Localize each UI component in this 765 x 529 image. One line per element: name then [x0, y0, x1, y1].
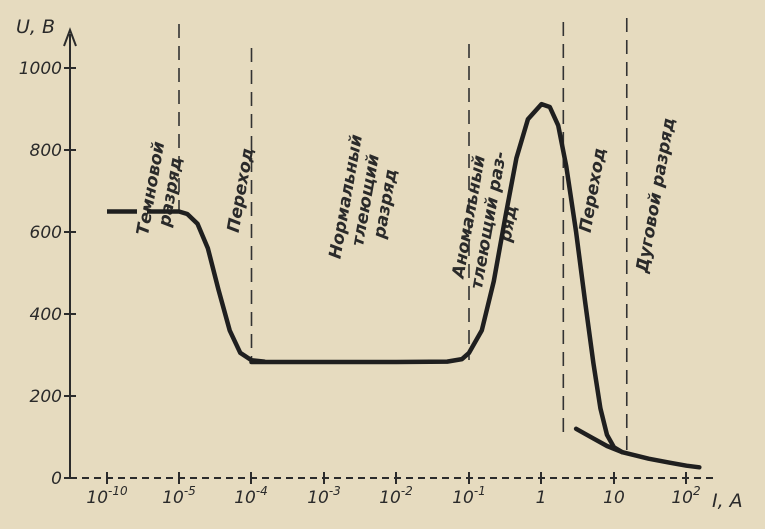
x-tick-label: 102	[671, 484, 700, 508]
curve-segment	[162, 101, 625, 455]
region-label: Дуговой разряд	[632, 116, 679, 275]
x-tick-label: 10-4	[234, 484, 268, 508]
region-boundaries	[178, 18, 628, 456]
y-axis-title: U, В	[16, 16, 55, 38]
region-label-line: Переход	[224, 146, 259, 234]
y-tick-label: 400	[30, 305, 62, 325]
x-tick-label: 10-1	[452, 484, 486, 508]
region-label-line: Дуговой разряд	[632, 116, 679, 275]
curves	[107, 101, 702, 470]
tick-labels: 0 200 400 600 800 1000 10-10 10-5 10-4 10-3 10-2 10…	[19, 59, 701, 508]
y-tick-label: 1000	[19, 59, 62, 79]
y-axis-arrow	[63, 27, 77, 47]
region-label: Переход	[224, 146, 259, 234]
region-label-line: Переход	[576, 146, 611, 234]
curve-segment	[573, 426, 702, 470]
region-label: Переход	[576, 146, 611, 234]
x-axis-title: I, А	[712, 490, 743, 512]
x-tick-label: 10-5	[162, 484, 196, 508]
x-tick-label: 1	[536, 488, 547, 508]
y-tick-label: 0	[51, 469, 62, 489]
x-tick-label: 10-10	[86, 484, 128, 508]
y-tick-label: 600	[30, 223, 62, 243]
y-tick-label: 800	[30, 141, 62, 161]
x-tick-label: 10	[603, 488, 625, 508]
x-tick-label: 10-2	[379, 484, 413, 508]
x-tick-label: 10-3	[307, 484, 341, 508]
y-tick-label: 200	[30, 387, 62, 407]
axes	[63, 27, 715, 484]
